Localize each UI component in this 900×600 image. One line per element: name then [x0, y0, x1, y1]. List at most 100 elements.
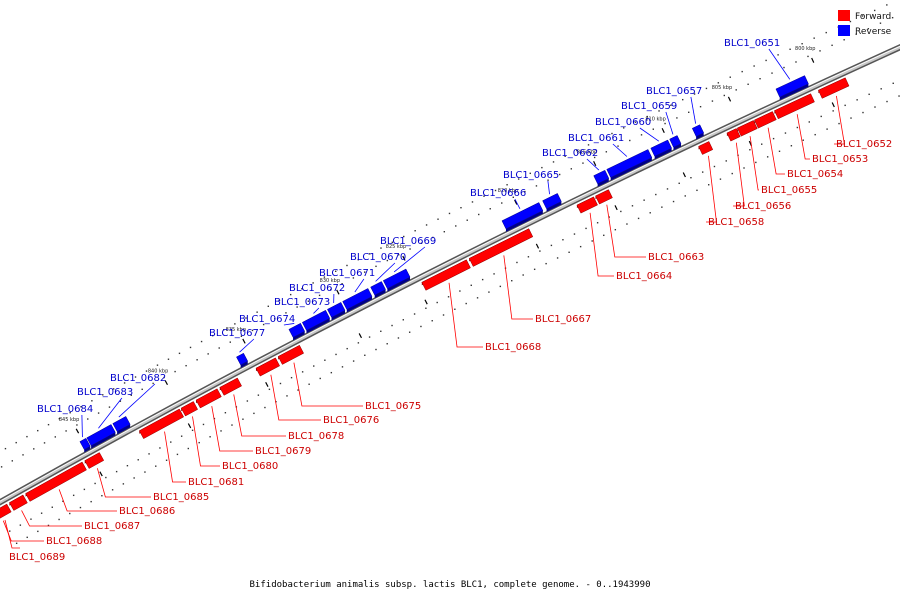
leader-line [606, 204, 646, 258]
gene-label-forward[interactable]: BLC1_0689 [9, 552, 65, 563]
gene-block[interactable] [301, 309, 331, 331]
guide-dot [102, 394, 104, 396]
gene-block[interactable] [25, 461, 87, 502]
gene-label-forward[interactable]: BLC1_0679 [255, 446, 311, 457]
gene-block[interactable] [774, 93, 815, 120]
gene-block[interactable] [195, 388, 222, 409]
guide-dot [862, 111, 864, 114]
gene-block[interactable] [669, 135, 682, 148]
guide-dot [80, 406, 82, 408]
gene-label-reverse[interactable]: BLC1_0671 [319, 268, 375, 279]
gene-block[interactable] [754, 111, 777, 129]
gene-label-forward[interactable]: BLC1_0656 [735, 201, 791, 212]
gene-label-reverse[interactable]: BLC1_0666 [470, 188, 526, 199]
guide-dot [76, 424, 78, 426]
gene-block[interactable] [468, 228, 534, 267]
gene-block[interactable] [86, 424, 116, 447]
gene-label-forward[interactable]: BLC1_0681 [188, 477, 244, 488]
gene-label-reverse[interactable]: BLC1_0683 [77, 387, 133, 398]
gene-block[interactable] [342, 288, 373, 310]
guide-dot [832, 110, 834, 112]
gene-label-reverse[interactable]: BLC1_0661 [568, 133, 624, 144]
gene-label-forward[interactable]: BLC1_0654 [787, 169, 843, 180]
guide-dot [898, 95, 900, 97]
gene-label-forward[interactable]: BLC1_0655 [761, 185, 817, 196]
guide-dot [573, 233, 576, 235]
gene-label-forward[interactable]: BLC1_0668 [485, 342, 541, 353]
gene-block[interactable] [595, 189, 613, 205]
tick-label: 800 kbp [795, 46, 815, 52]
gene-label-forward[interactable]: BLC1_0688 [46, 536, 102, 547]
gene-label-reverse[interactable]: BLC1_0674 [239, 314, 295, 325]
gene-label-reverse[interactable]: BLC1_0651 [724, 38, 780, 49]
gene-label-reverse[interactable]: BLC1_0660 [595, 117, 651, 128]
guide-dot [47, 423, 50, 426]
gene-label-reverse[interactable]: BLC1_0670 [350, 252, 406, 263]
gene-block[interactable] [421, 259, 471, 291]
gene-label-reverse[interactable]: BLC1_0665 [503, 170, 559, 181]
gene-block[interactable] [277, 344, 304, 365]
gene-block[interactable] [698, 141, 714, 155]
gene-block[interactable] [236, 352, 249, 366]
gene-block[interactable] [736, 120, 758, 137]
gene-label-forward[interactable]: BLC1_0678 [288, 431, 344, 442]
gene-block[interactable] [288, 322, 306, 338]
gene-label-reverse[interactable]: BLC1_0673 [274, 297, 330, 308]
gene-block[interactable] [775, 75, 809, 98]
gene-label-reverse[interactable]: BLC1_0662 [542, 148, 598, 159]
gene-label-forward[interactable]: BLC1_0663 [648, 252, 704, 263]
gene-label-reverse[interactable]: BLC1_0672 [289, 283, 345, 294]
gene-label-forward[interactable]: BLC1_0653 [812, 154, 868, 165]
gene-block[interactable] [327, 302, 346, 318]
gene-block[interactable] [255, 357, 280, 377]
gene-label-reverse[interactable]: BLC1_0684 [37, 404, 93, 415]
gene-label-forward[interactable]: BLC1_0667 [535, 314, 591, 325]
guide-dot [11, 460, 14, 462]
gene-label-forward[interactable]: BLC1_0686 [119, 506, 175, 517]
gene-label-forward[interactable]: BLC1_0685 [153, 492, 209, 503]
gene-label-forward[interactable]: BLC1_0652 [836, 139, 892, 150]
guide-dot [72, 494, 75, 497]
gene-label-reverse[interactable]: BLC1_0659 [621, 101, 677, 112]
gene-block[interactable] [726, 128, 741, 142]
guide-dot [324, 359, 326, 361]
gene-block[interactable] [84, 452, 105, 469]
gene-label-forward[interactable]: BLC1_0680 [222, 461, 278, 472]
gene-label-forward[interactable]: BLC1_0675 [365, 401, 421, 412]
gene-block[interactable] [9, 494, 28, 511]
gene-block[interactable] [501, 202, 544, 230]
gene-label-reverse[interactable]: BLC1_0677 [209, 328, 265, 339]
guide-dot [170, 441, 172, 443]
guide-dot [476, 297, 479, 299]
gene-block[interactable] [138, 408, 184, 439]
gene-label-reverse[interactable]: BLC1_0669 [380, 236, 436, 247]
gene-block[interactable] [576, 196, 598, 214]
gene-block[interactable] [180, 401, 199, 417]
guide-dot [357, 258, 359, 261]
gene-block[interactable] [593, 169, 610, 185]
gene-block[interactable] [818, 77, 850, 99]
guide-dot [130, 394, 132, 396]
gene-block[interactable] [370, 281, 386, 296]
gene-block[interactable] [650, 139, 672, 157]
gene-block[interactable] [219, 377, 242, 396]
gene-label-reverse[interactable]: BLC1_0682 [110, 373, 166, 384]
gene-block[interactable] [79, 437, 91, 450]
guide-dot [256, 311, 258, 313]
guide-dot [165, 459, 168, 461]
guide-dot [218, 347, 220, 349]
guide-dot [831, 44, 833, 47]
gene-block[interactable] [112, 416, 131, 432]
leader-line [164, 431, 186, 483]
gene-label-forward[interactable]: BLC1_0687 [84, 521, 140, 532]
guide-dot [494, 189, 497, 192]
gene-label-forward[interactable]: BLC1_0676 [323, 415, 379, 426]
gene-label-forward[interactable]: BLC1_0664 [616, 271, 672, 282]
gene-block[interactable] [382, 268, 411, 289]
gene-block[interactable] [691, 124, 705, 137]
gene-label-forward[interactable]: BLC1_0658 [708, 217, 764, 228]
gene-block[interactable] [606, 149, 653, 178]
gene-block[interactable] [542, 193, 562, 210]
gene-label-reverse[interactable]: BLC1_0657 [646, 86, 702, 97]
gene-block[interactable] [0, 503, 12, 522]
